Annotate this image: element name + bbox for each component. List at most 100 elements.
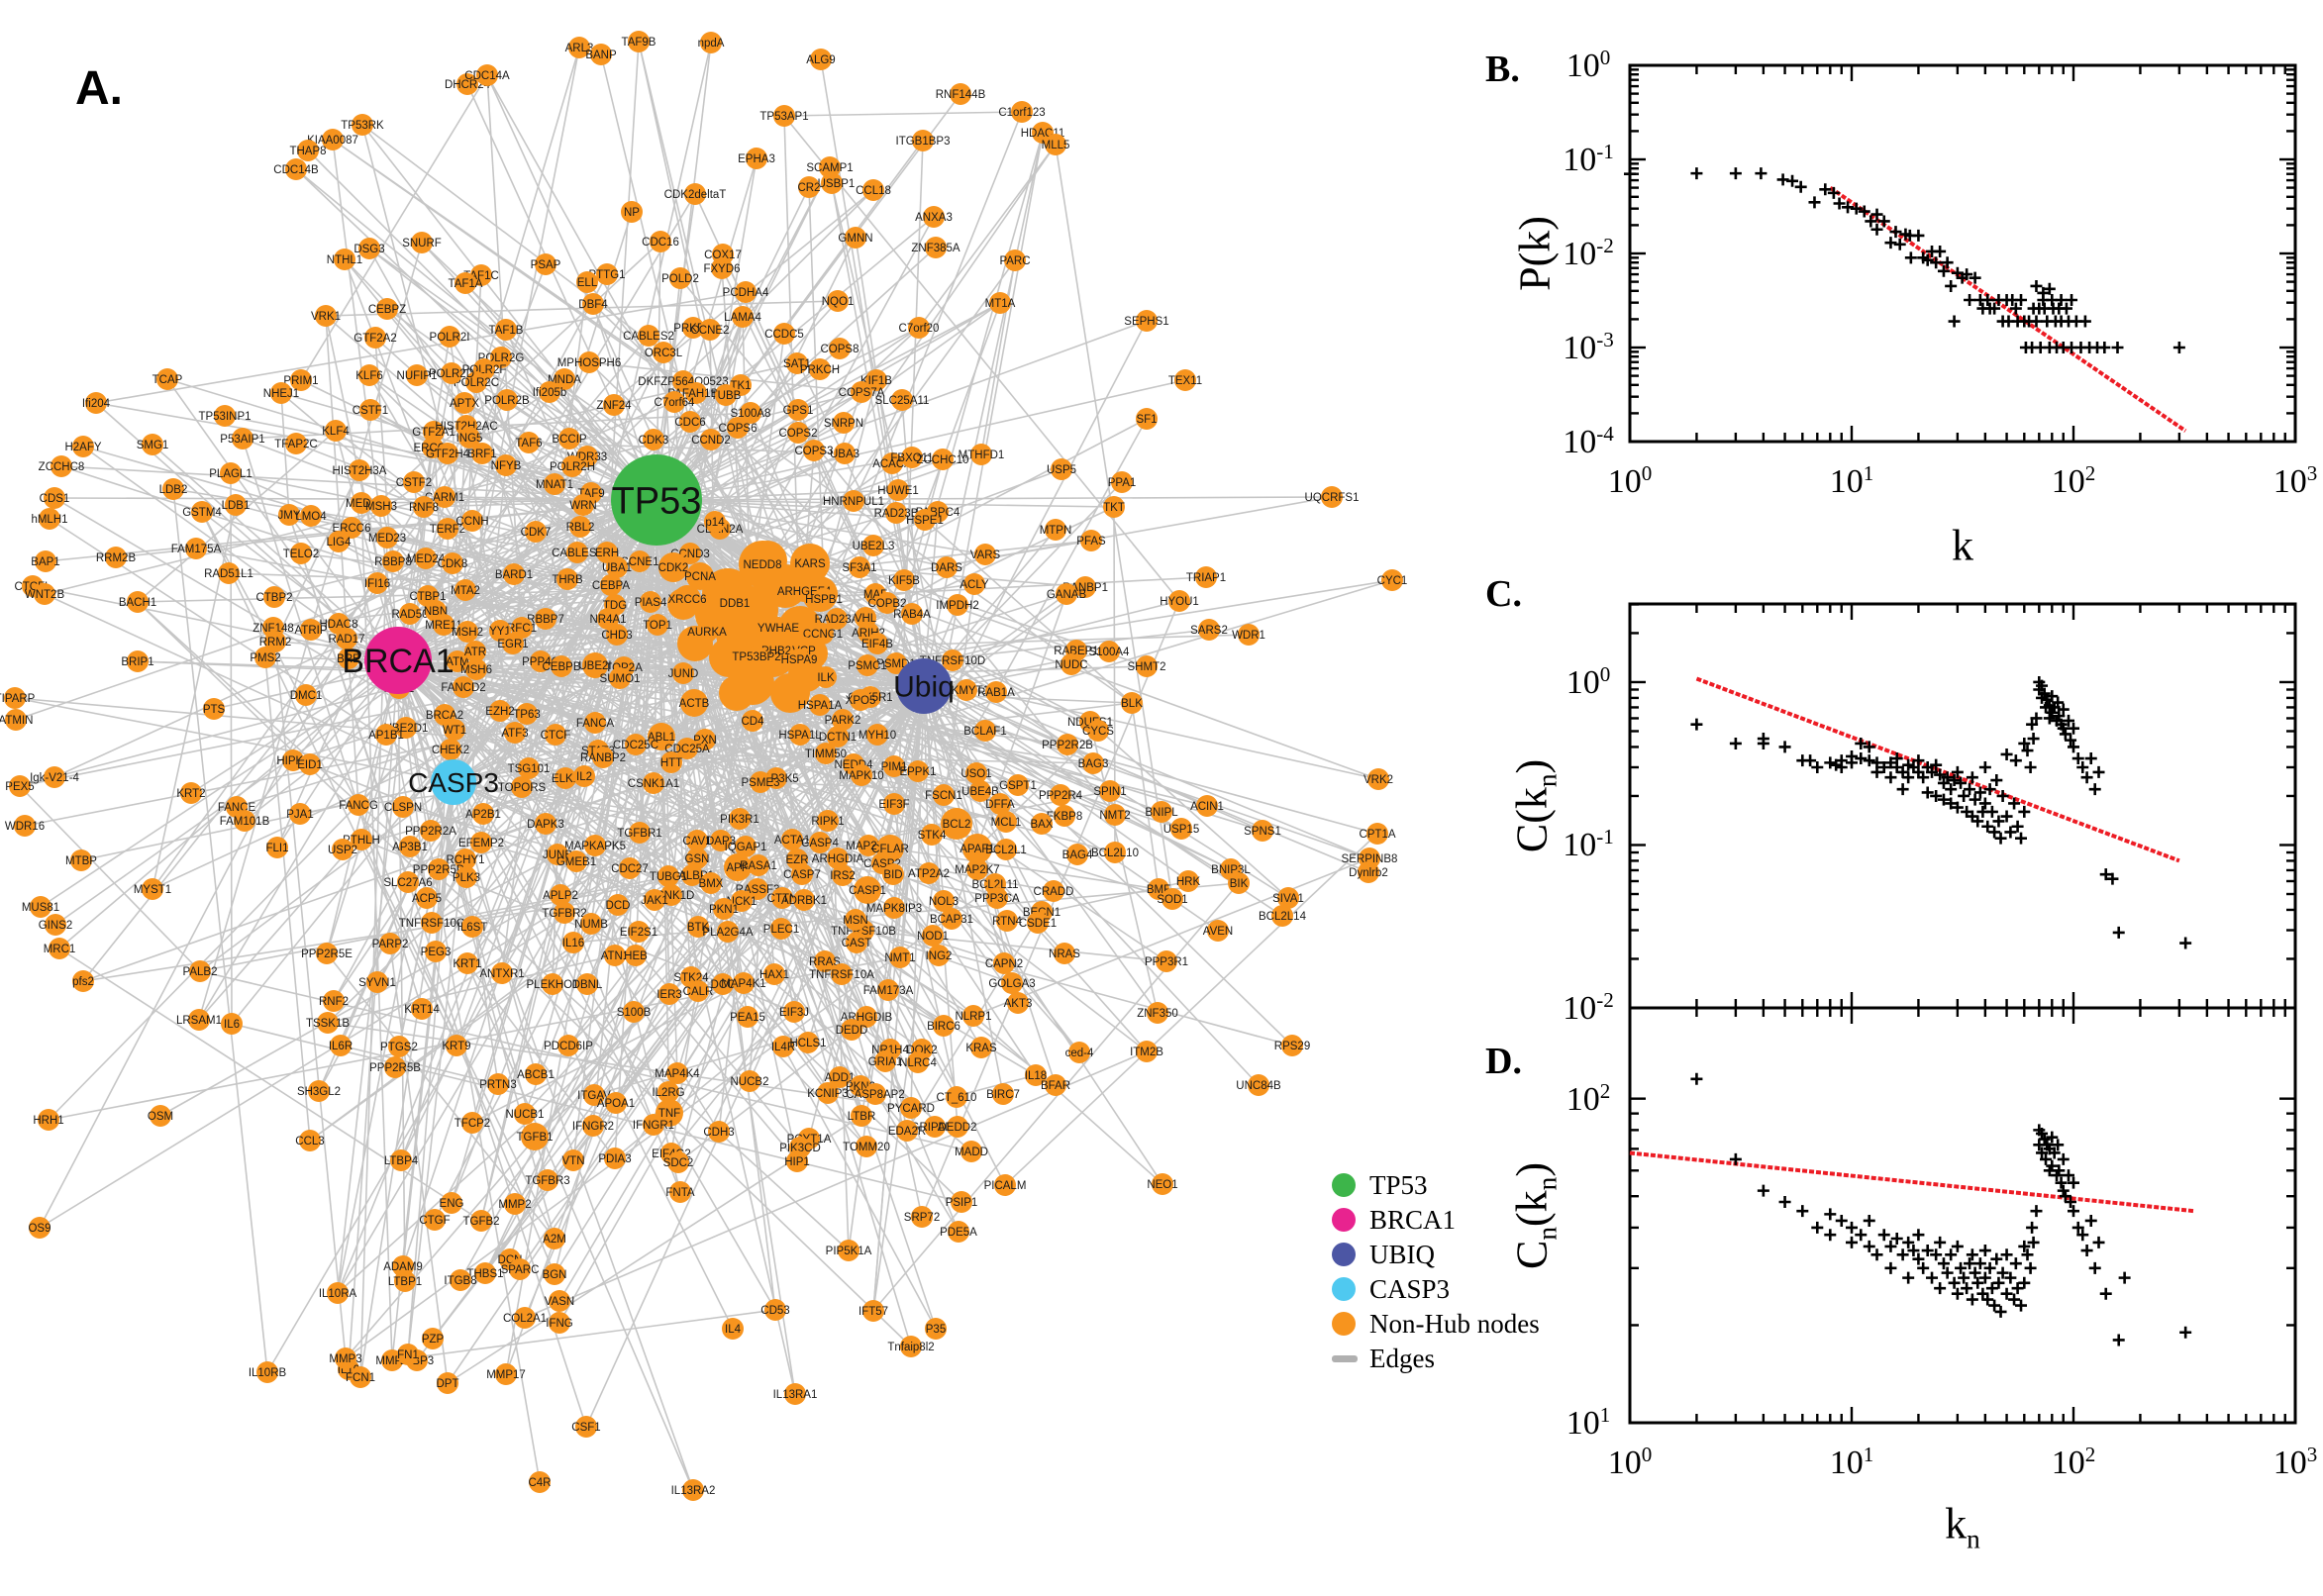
data-point	[1624, 167, 1636, 180]
data-point	[1930, 256, 1943, 269]
edge	[484, 673, 807, 1274]
legend-item-label: TP53	[1369, 1169, 1428, 1200]
data-point	[1877, 1229, 1890, 1242]
edge	[777, 489, 899, 629]
chart-b	[1624, 63, 2297, 444]
y-tick-label: 10-1	[1563, 139, 1614, 179]
y-tick-label: 100	[1566, 661, 1611, 702]
edge	[389, 943, 449, 1384]
edge	[432, 842, 821, 1340]
x-tick-label: 101	[1829, 1442, 1874, 1482]
data-point	[2030, 1205, 2043, 1218]
data-point	[1796, 1205, 1809, 1218]
data-point	[1978, 1245, 1991, 1257]
data-point	[1794, 180, 1807, 193]
data-point	[1951, 1240, 1964, 1252]
edge	[752, 682, 945, 1027]
edge	[456, 660, 998, 899]
legend-color-swatch	[1332, 1243, 1356, 1266]
legend-item: BRCA1	[1332, 1205, 1540, 1235]
data-point	[1870, 223, 1883, 236]
edge	[305, 499, 657, 696]
edge	[369, 409, 581, 528]
edge	[1089, 721, 1289, 899]
edge	[32, 585, 399, 661]
data-point	[1835, 760, 1848, 773]
x-tick-label: 103	[2272, 460, 2318, 501]
legend-item-label: Edges	[1369, 1343, 1435, 1373]
edge	[923, 685, 1369, 873]
data-point	[1988, 826, 2001, 839]
data-point	[2118, 1271, 2131, 1284]
data-point	[1808, 196, 1821, 209]
data-point	[1729, 737, 1742, 749]
data-point	[2000, 1287, 2013, 1300]
edge	[15, 499, 657, 721]
data-point	[1690, 1072, 1703, 1085]
edge	[588, 361, 862, 393]
data-point	[1884, 1261, 1897, 1274]
data-point	[1884, 237, 1897, 249]
data-point	[1934, 1282, 1947, 1295]
data-point	[1776, 173, 1789, 186]
data-point	[1811, 1221, 1824, 1234]
edge	[397, 526, 581, 661]
edge	[360, 502, 393, 1361]
edge	[524, 1050, 1148, 1319]
x-tick-label: 101	[1829, 460, 1874, 501]
data-point	[2179, 937, 2192, 949]
edge	[14, 697, 454, 783]
edge	[397, 409, 799, 661]
data-point	[1863, 1214, 1875, 1227]
legend-item: Edges	[1332, 1343, 1540, 1373]
data-point	[1811, 760, 1824, 773]
data-point	[2024, 760, 2037, 773]
edge	[910, 1074, 1037, 1109]
data-point	[1786, 174, 1799, 187]
edge	[872, 882, 1240, 1312]
network-panel: DHCR24CDC14ATP53RKKIAA0087THAP8CDC14BARL…	[0, 31, 1407, 1501]
data-point	[2008, 1293, 2021, 1306]
edge	[524, 692, 791, 1319]
network-nodes: DHCR24CDC14ATP53RKKIAA0087THAP8CDC14BARL…	[0, 31, 1407, 1501]
edge	[391, 1309, 776, 1361]
edge	[201, 511, 457, 1047]
edge	[656, 499, 1099, 732]
edge	[555, 42, 712, 736]
data-point	[2009, 1257, 2022, 1270]
edge	[783, 111, 1023, 117]
edge	[333, 781, 454, 1002]
data-point	[2084, 752, 2097, 765]
data-point	[1846, 1236, 1858, 1248]
fit-line	[1695, 676, 2180, 863]
edge	[435, 643, 696, 952]
edge	[606, 41, 640, 553]
data-point	[2030, 279, 2043, 292]
edge	[231, 1023, 962, 1203]
data-point	[2024, 1261, 2037, 1274]
x-tick-label: 102	[2051, 460, 2096, 501]
edge	[407, 781, 454, 1355]
edge	[397, 659, 621, 679]
data-point	[1863, 1240, 1875, 1252]
data-point	[1824, 756, 1837, 769]
y-tick-label: 10-4	[1563, 421, 1614, 461]
edge	[464, 643, 696, 860]
edge	[654, 499, 657, 901]
data-point	[1690, 167, 1703, 180]
edge	[337, 431, 435, 1294]
x-axis-label-d: kn	[1945, 1499, 1980, 1554]
data-point	[1945, 279, 1958, 292]
panel-b-label: B.	[1485, 49, 1520, 90]
edge	[359, 781, 454, 1378]
data-point	[1824, 1208, 1837, 1221]
edge	[848, 685, 925, 1251]
legend-item: CASP3	[1332, 1274, 1540, 1304]
data-point	[1804, 754, 1817, 767]
data-point	[1966, 771, 1978, 784]
edge	[728, 656, 1378, 835]
edge	[397, 659, 844, 876]
x-tick-label: 102	[2051, 1442, 2096, 1482]
data-point	[1912, 229, 1925, 242]
